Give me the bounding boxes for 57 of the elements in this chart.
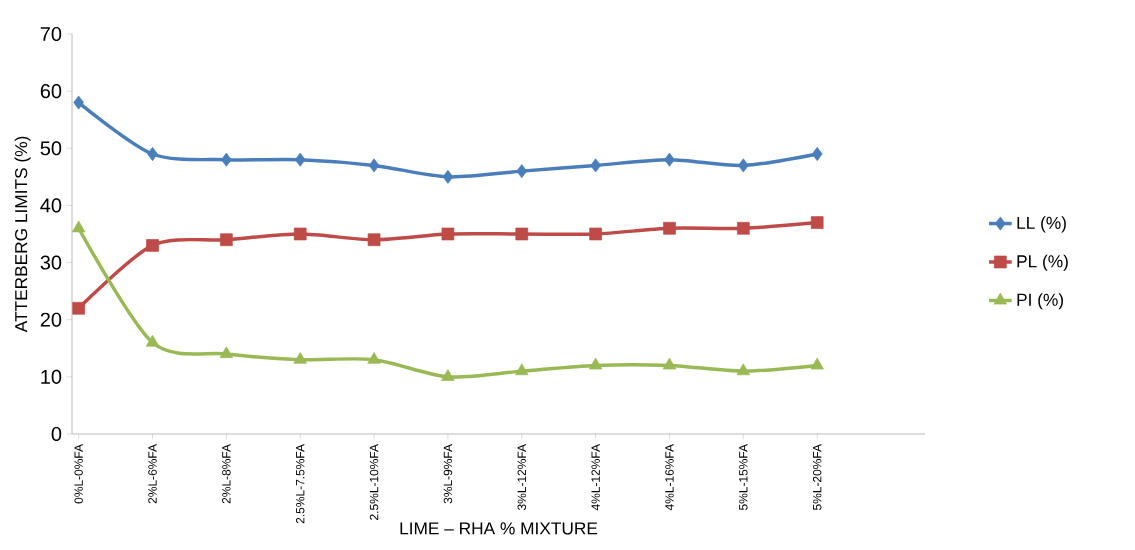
point xyxy=(811,147,823,161)
point xyxy=(368,158,380,173)
point xyxy=(71,220,86,233)
point xyxy=(294,152,306,167)
point xyxy=(738,158,749,173)
x-tick-label: 2%L-8%FA xyxy=(222,444,231,504)
legend-label: PL (%) xyxy=(1017,254,1068,271)
point xyxy=(146,239,159,252)
point xyxy=(293,227,307,241)
point xyxy=(810,216,824,229)
legend-label: LL (%) xyxy=(1017,216,1066,233)
point xyxy=(736,363,750,376)
point xyxy=(293,352,307,364)
y-tick-label: 70 xyxy=(40,26,62,42)
point xyxy=(810,357,824,370)
point xyxy=(441,369,455,381)
point xyxy=(145,334,160,347)
y-tick-label: 10 xyxy=(41,369,62,384)
y-tick-label: 40 xyxy=(40,198,62,213)
point xyxy=(72,301,85,315)
y-axis-title: ATTERBERG LIMITS (%) xyxy=(14,136,31,333)
point xyxy=(515,363,529,376)
point xyxy=(588,357,603,370)
x-tick-label: 5%L-15%FA xyxy=(739,444,748,511)
point xyxy=(663,221,676,235)
point xyxy=(367,233,381,247)
x-tick-label: 5%L-20%FA xyxy=(812,444,822,511)
point xyxy=(664,152,675,167)
point xyxy=(662,357,677,370)
point xyxy=(590,158,601,173)
point xyxy=(589,227,602,241)
point xyxy=(73,95,84,110)
point xyxy=(367,352,381,364)
point xyxy=(219,346,234,358)
point xyxy=(516,164,528,179)
x-tick-label: 3%L-9%FA xyxy=(443,444,453,504)
x-axis-title: LIME – RHA % MIXTURE xyxy=(400,522,598,535)
point xyxy=(441,227,455,241)
x-tick-label: 4%L-12%FA xyxy=(591,444,600,511)
x-tick-label: 4%L-16%FA xyxy=(665,444,674,511)
y-tick-label: 60 xyxy=(40,84,62,99)
y-tick-label: 20 xyxy=(40,312,62,327)
point xyxy=(442,169,454,184)
y-tick-label: 30 xyxy=(40,255,62,270)
point xyxy=(147,147,158,161)
point xyxy=(737,221,750,235)
y-tick-label: 0 xyxy=(51,426,62,442)
x-tick-label: 2.5%L-7.5%FA xyxy=(295,444,305,524)
x-tick-label: 2.5%L-10%FA xyxy=(369,444,379,520)
point xyxy=(220,233,233,247)
legend-label: PI (%) xyxy=(1017,293,1064,310)
y-tick-label: 50 xyxy=(40,141,62,156)
point xyxy=(515,227,529,241)
x-tick-label: 3%L-12%FA xyxy=(517,444,527,511)
x-tick-label: 2%L-6%FA xyxy=(148,444,157,504)
point xyxy=(221,152,232,167)
x-tick-label: 0%L-0%FA xyxy=(74,444,83,504)
